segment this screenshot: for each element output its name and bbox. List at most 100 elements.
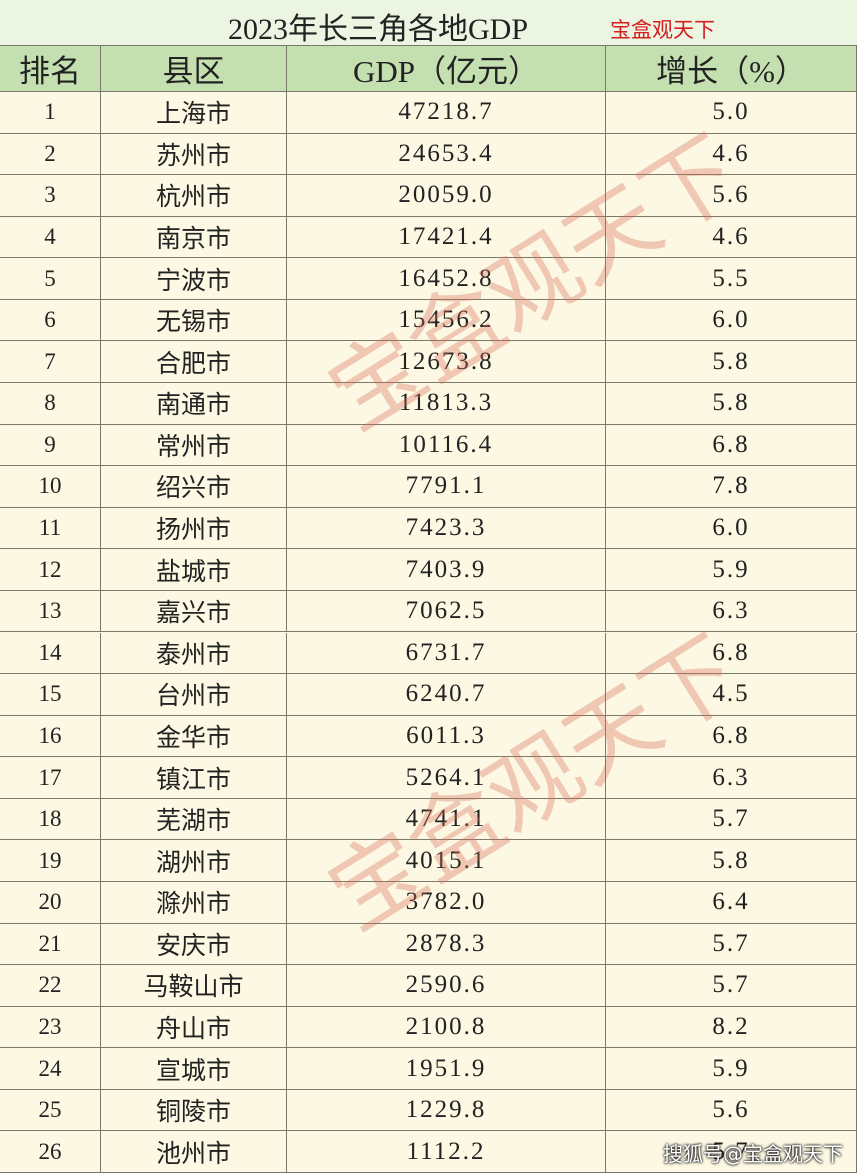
table-cell: 4.5 [606,674,857,716]
table-cell: 10116.4 [287,424,606,467]
table-cell: 4015.1 [287,840,606,882]
table-cell: 6 [0,299,101,342]
table-cell: 3782.0 [287,881,606,924]
table-cell: 5.7 [606,923,857,966]
table-cell: 17421.4 [287,216,606,259]
table-cell: 舟山市 [101,1006,287,1049]
table-cell: 杭州市 [101,175,287,217]
table-cell: 16 [0,715,101,758]
table-cell: 4.6 [606,216,857,259]
table-cell: 4 [0,216,101,259]
table-cell: 金华市 [101,715,287,758]
table-cell: 5.0 [606,92,857,134]
table-cell: 15456.2 [287,299,606,342]
table-cell: 7062.5 [287,590,606,633]
table-cell: 5.8 [606,383,857,425]
table-cell: 22 [0,965,101,1007]
table-cell: 镇江市 [101,757,287,799]
table-cell: 18 [0,798,101,841]
table-cell: 5.6 [606,175,857,217]
table-cell: 6.3 [606,590,857,633]
table-cell: 26 [0,1131,101,1173]
table-cell: 21 [0,923,101,966]
table-cell: 泰州市 [101,632,287,675]
table-cell: 马鞍山市 [101,965,287,1007]
table-cell: 5.6 [606,1089,857,1132]
table-cell: 6.8 [606,632,857,675]
table-cell: 5.9 [606,1048,857,1090]
table-cell: 24 [0,1048,101,1090]
table-cell: 20 [0,881,101,924]
table-cell: 1951.9 [287,1048,606,1090]
table-cell: 47218.7 [287,92,606,134]
table-cell: 1112.2 [287,1131,606,1173]
table-cell: 苏州市 [101,133,287,176]
table-cell: 绍兴市 [101,466,287,508]
table-cell: 宣城市 [101,1048,287,1090]
table-cell: 6011.3 [287,715,606,758]
table-cell: 安庆市 [101,923,287,966]
table-cell: 23 [0,1006,101,1049]
table-cell: 5.8 [606,840,857,882]
table-cell: 5.7 [606,798,857,841]
table-cell: 6.0 [606,507,857,550]
table-cell: 5.8 [606,341,857,384]
title-bar: 2023年长三角各地GDP 宝盒观天下 [0,0,857,46]
table-cell: 7791.1 [287,466,606,508]
table-cell: 7.8 [606,466,857,508]
table-cell: 7 [0,341,101,384]
table-cell: 无锡市 [101,299,287,342]
table-cell: 合肥市 [101,341,287,384]
table-cell: 3 [0,175,101,217]
table-cell: 4741.1 [287,798,606,841]
table-cell: 15 [0,674,101,716]
table-cell: 17 [0,757,101,799]
table-cell: 13 [0,590,101,633]
table-cell: 10 [0,466,101,508]
table-cell: 2100.8 [287,1006,606,1049]
table-cell: 6240.7 [287,674,606,716]
table-cell: 芜湖市 [101,798,287,841]
table-cell: 2590.6 [287,965,606,1007]
table-cell: 滁州市 [101,881,287,924]
table-cell: 11813.3 [287,383,606,425]
table-cell: 24653.4 [287,133,606,176]
table-cell: 南通市 [101,383,287,425]
table-cell: 池州市 [101,1131,287,1173]
table-cell: 5.5 [606,258,857,300]
table-cell: 湖州市 [101,840,287,882]
table-cell: 扬州市 [101,507,287,550]
table-cell: 南京市 [101,216,287,259]
table-cell: 6.8 [606,424,857,467]
table-cell: 25 [0,1089,101,1132]
table-cell: 19 [0,840,101,882]
table-cell: 8.2 [606,1006,857,1049]
table-cell: 2 [0,133,101,176]
table-cell: 常州市 [101,424,287,467]
table-cell: 宁波市 [101,258,287,300]
table-cell: 6.0 [606,299,857,342]
table-cell: 11 [0,507,101,550]
column-header: 排名 [0,46,101,92]
table-cell: 台州市 [101,674,287,716]
table-cell: 12 [0,549,101,591]
table-cell: 20059.0 [287,175,606,217]
table-cell: 5 [0,258,101,300]
table-cell: 7403.9 [287,549,606,591]
column-header: 县区 [101,46,287,92]
table-cell: 1229.8 [287,1089,606,1132]
table-cell: 6.8 [606,715,857,758]
table-cell: 铜陵市 [101,1089,287,1132]
table-cell: 嘉兴市 [101,590,287,633]
source: 宝盒观天下 [610,18,715,42]
table-cell: 7423.3 [287,507,606,550]
table-cell: 盐城市 [101,549,287,591]
footer: 搜狐号@宝盒观天下 [663,1142,843,1166]
table-cell: 6731.7 [287,632,606,675]
title: 2023年长三角各地GDP [228,13,529,46]
table-cell: 1 [0,92,101,134]
table-cell: 4.6 [606,133,857,176]
table-cell: 上海市 [101,92,287,134]
table-cell: 9 [0,424,101,467]
